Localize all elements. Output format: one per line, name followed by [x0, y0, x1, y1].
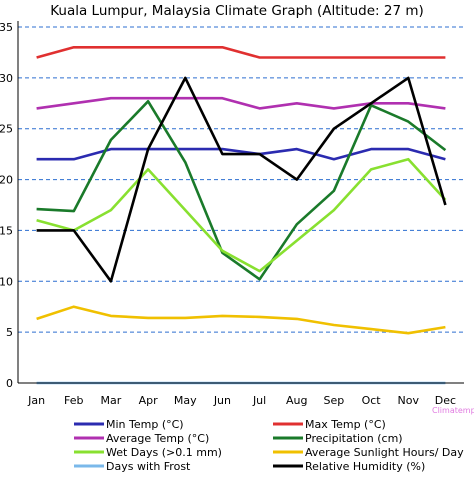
- series-line: [36, 45, 446, 59]
- legend-label: Average Sunlight Hours/ Day: [305, 446, 464, 459]
- x-tick-label: Aug: [286, 394, 307, 407]
- series-line: [36, 100, 447, 281]
- y-tick-label: 0: [6, 377, 13, 390]
- legend-label: Relative Humidity (%): [305, 460, 425, 473]
- chart-title: Kuala Lumpur, Malaysia Climate Graph (Al…: [50, 3, 424, 19]
- y-tick-label: 10: [0, 275, 13, 288]
- legend: Min Temp (°C) Max Temp (°C) Average Temp (…: [74, 418, 464, 473]
- grid: [18, 26, 464, 333]
- legend-label: Min Temp (°C): [106, 418, 184, 431]
- y-tick-label: 5: [6, 326, 13, 339]
- x-tick-label: Jul: [252, 394, 266, 407]
- x-tick-label: Jun: [213, 394, 231, 407]
- legend-label: Max Temp (°C): [305, 418, 386, 431]
- series-lines: [36, 45, 447, 385]
- legend-label: Precipitation (cm): [305, 432, 403, 445]
- x-tick-label: Dec: [435, 394, 456, 407]
- y-tick-label: 25: [0, 123, 13, 136]
- x-tick-label: Sep: [324, 394, 345, 407]
- x-tick-label: Feb: [64, 394, 83, 407]
- legend-label: Wet Days (>0.1 mm): [106, 446, 222, 459]
- series-line: [36, 305, 446, 335]
- series-line: [36, 157, 447, 273]
- x-tick-label: Nov: [398, 394, 420, 407]
- series-line: [36, 96, 446, 110]
- x-tick-label: May: [174, 394, 197, 407]
- legend-label: Average Temp (°C): [106, 432, 209, 445]
- y-tick-label: 30: [0, 72, 13, 85]
- axes: 0 5 10 15 20 25 30 35 Jan Feb Mar Apr May Jun Jul Aug Se…: [0, 21, 464, 407]
- y-tick-label: 35: [0, 21, 13, 34]
- y-tick-label: 20: [0, 174, 13, 187]
- x-tick-label: Oct: [362, 394, 382, 407]
- y-tick-label: 15: [0, 224, 13, 237]
- watermark-text: Climatemps: [432, 406, 474, 415]
- legend-label: Days with Frost: [106, 460, 191, 473]
- x-tick-label: Apr: [139, 394, 159, 407]
- x-tick-label: Mar: [101, 394, 122, 407]
- x-tick-label: Jan: [27, 394, 45, 407]
- series-line: [36, 76, 447, 283]
